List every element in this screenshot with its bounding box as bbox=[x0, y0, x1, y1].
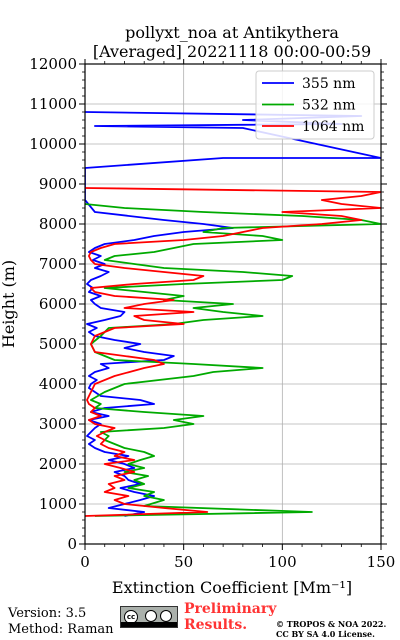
y-tick-label: 1000 bbox=[39, 495, 77, 513]
y-tick-label: 3000 bbox=[39, 415, 77, 433]
y-tick-label: 5000 bbox=[39, 335, 77, 353]
y-tick-label: 4000 bbox=[39, 375, 77, 393]
method-text: Method: Raman bbox=[8, 622, 114, 637]
by-icon bbox=[145, 610, 157, 622]
y-tick-label: 11000 bbox=[29, 95, 77, 113]
axis-ticks: 0 50 100 150 0 1000 2000 3000 4000 5000 6000 7000 80… bbox=[29, 55, 395, 571]
x-tick-label: 150 bbox=[367, 553, 396, 571]
x-axis-label: Extinction Coefficient [Mm⁻¹] bbox=[112, 578, 352, 597]
legend: 355 nm 532 nm 1064 nm bbox=[255, 70, 375, 140]
x-tick-label: 50 bbox=[174, 553, 193, 571]
legend-label-1: 355 nm bbox=[302, 76, 355, 92]
copyright-line-1: © TROPOS & NOA 2022. bbox=[276, 619, 387, 629]
y-tick-label: 12000 bbox=[29, 55, 77, 73]
series-line-2 bbox=[85, 203, 381, 517]
y-tick-label: 2000 bbox=[39, 455, 77, 473]
y-tick-label: 8000 bbox=[39, 215, 77, 233]
y-axis-label: Height (m) bbox=[0, 260, 18, 348]
copyright-notice: © TROPOS & NOA 2022. CC BY SA 4.0 Licens… bbox=[276, 619, 386, 639]
x-tick-label: 100 bbox=[268, 553, 297, 571]
license-strip bbox=[121, 622, 177, 627]
y-tick-label: 9000 bbox=[39, 175, 77, 193]
y-tick-label: 6000 bbox=[39, 295, 77, 313]
chart-subtitle: [Averaged] 20221118 00:00-00:59 bbox=[93, 42, 371, 61]
y-tick-label: 0 bbox=[67, 535, 77, 553]
preliminary-notice: Preliminary Results. bbox=[184, 601, 276, 633]
legend-label-3: 1064 nm bbox=[302, 119, 364, 135]
preliminary-line-1: Preliminary bbox=[184, 601, 277, 617]
series-line-1 bbox=[85, 111, 381, 517]
series-line-3 bbox=[85, 187, 381, 517]
legend-label-2: 532 nm bbox=[302, 98, 355, 114]
extinction-profile-chart: pollyxt_noa at Antikythera [Averaged] 20… bbox=[0, 23, 395, 597]
preliminary-line-2: Results. bbox=[184, 617, 248, 633]
series-layer bbox=[85, 111, 381, 517]
cc-license-badge-icon: cc bbox=[120, 606, 178, 628]
version-text: Version: 3.5 bbox=[8, 606, 87, 621]
x-tick-label: 0 bbox=[80, 553, 90, 571]
legend-box bbox=[255, 70, 375, 140]
y-tick-label: 7000 bbox=[39, 255, 77, 273]
y-tick-label: 10000 bbox=[29, 135, 77, 153]
copyright-line-2: CC BY SA 4.0 License. bbox=[276, 629, 375, 639]
sa-icon bbox=[160, 610, 172, 622]
chart-title: pollyxt_noa at Antikythera bbox=[125, 23, 339, 42]
